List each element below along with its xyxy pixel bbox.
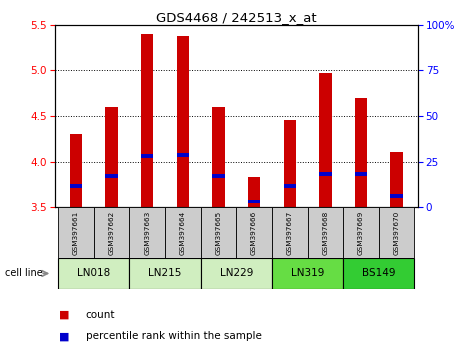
Text: LN319: LN319 [291, 268, 324, 279]
Text: GSM397668: GSM397668 [323, 211, 328, 255]
Bar [177, 36, 189, 207]
Text: BS149: BS149 [362, 268, 396, 279]
Bar [141, 34, 153, 207]
Text: GSM397666: GSM397666 [251, 211, 257, 255]
Bar [343, 207, 379, 258]
Bar [343, 258, 414, 289]
Bar [70, 184, 82, 188]
Bar [319, 172, 332, 176]
Bar [237, 207, 272, 258]
Bar [105, 174, 118, 178]
Bar [390, 194, 403, 198]
Bar [201, 258, 272, 289]
Bar [272, 207, 308, 258]
Bar [308, 207, 343, 258]
Text: GSM397670: GSM397670 [394, 211, 399, 255]
Text: GSM397667: GSM397667 [287, 211, 293, 255]
Text: LN018: LN018 [77, 268, 110, 279]
Text: cell line: cell line [5, 268, 42, 279]
Bar [355, 172, 367, 176]
Bar [58, 207, 94, 258]
Text: GSM397661: GSM397661 [73, 211, 79, 255]
Bar [70, 134, 82, 207]
Bar [105, 107, 118, 207]
Bar [129, 258, 200, 289]
Bar [272, 258, 343, 289]
Bar [58, 258, 129, 289]
Bar [129, 207, 165, 258]
Text: GSM397664: GSM397664 [180, 211, 186, 255]
Bar [94, 207, 129, 258]
Bar [355, 98, 367, 207]
Bar [390, 153, 403, 207]
Text: GSM397669: GSM397669 [358, 211, 364, 255]
Bar [212, 107, 225, 207]
Bar [248, 200, 260, 204]
Text: ■: ■ [59, 331, 70, 341]
Bar [248, 177, 260, 207]
Text: ■: ■ [59, 310, 70, 320]
Bar [165, 207, 200, 258]
Text: GSM397665: GSM397665 [216, 211, 221, 255]
Bar [177, 153, 189, 157]
Text: LN215: LN215 [148, 268, 182, 279]
Text: GSM397662: GSM397662 [109, 211, 114, 255]
Bar [379, 207, 414, 258]
Text: GSM397663: GSM397663 [144, 211, 150, 255]
Bar [141, 154, 153, 158]
Title: GDS4468 / 242513_x_at: GDS4468 / 242513_x_at [156, 11, 317, 24]
Bar [284, 184, 296, 188]
Bar [201, 207, 237, 258]
Bar [319, 73, 332, 207]
Text: percentile rank within the sample: percentile rank within the sample [86, 331, 261, 341]
Text: count: count [86, 310, 115, 320]
Bar [212, 174, 225, 178]
Bar [284, 120, 296, 207]
Text: LN229: LN229 [219, 268, 253, 279]
